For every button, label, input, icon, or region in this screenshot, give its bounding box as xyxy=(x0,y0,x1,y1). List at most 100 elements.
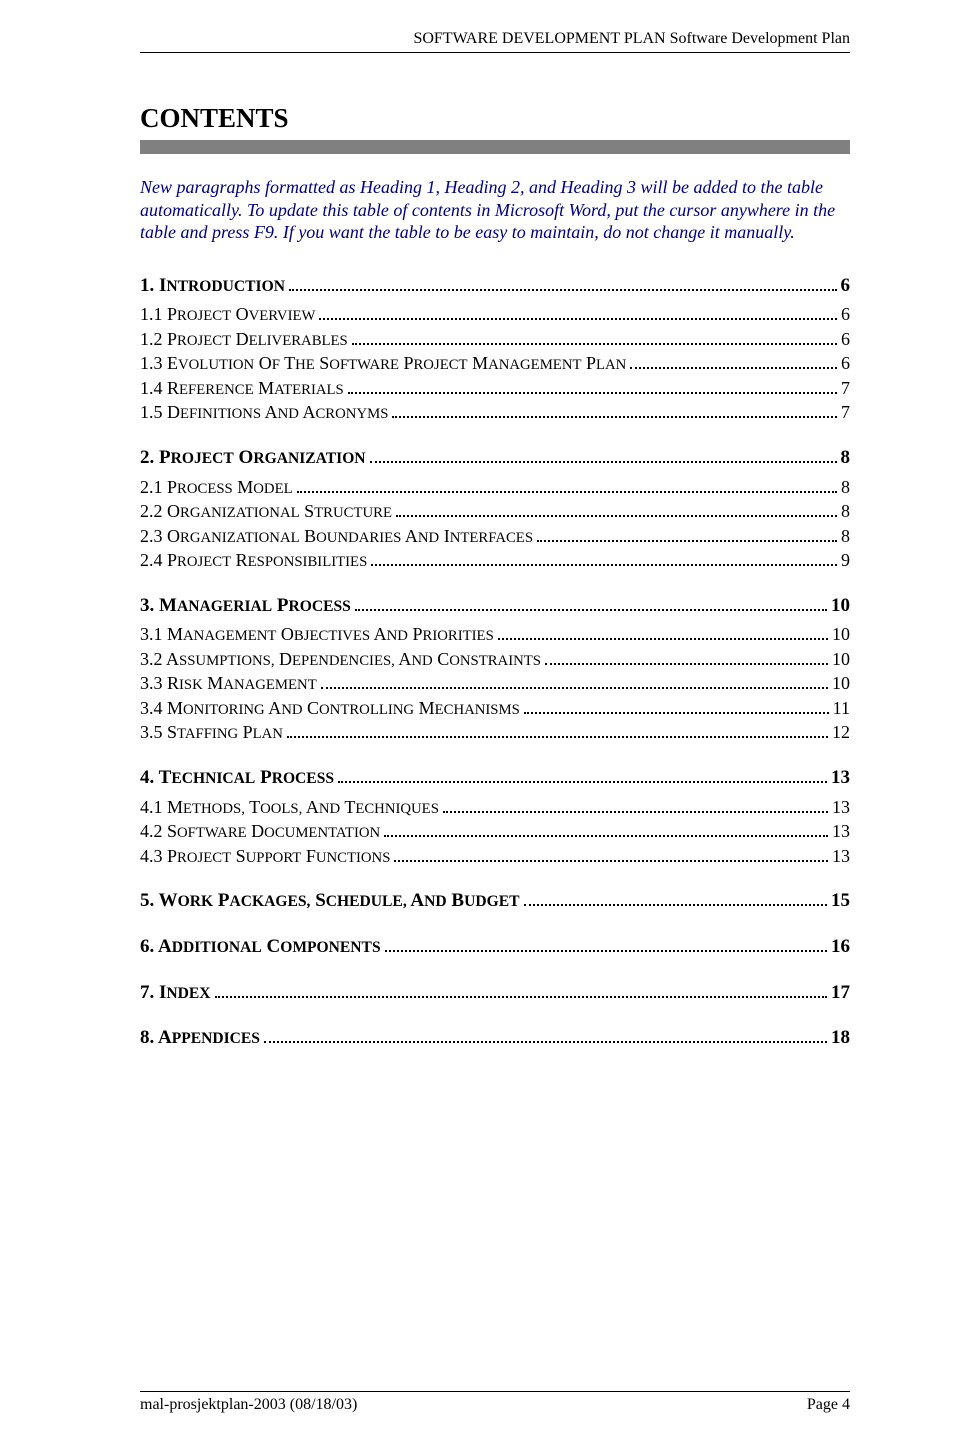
toc-leader-dots xyxy=(338,772,827,782)
toc-entry[interactable]: 1.4 Reference Materials 7 xyxy=(140,377,850,400)
toc-entry-label: 4.2 Software Documentation xyxy=(140,820,380,843)
footer-left: mal-prosjektplan-2003 (08/18/03) xyxy=(140,1396,357,1414)
toc-section-head[interactable]: 1. Introduction 6 xyxy=(140,274,850,298)
toc-entry-label: 3.5 Staffing Plan xyxy=(140,721,283,744)
title-bar xyxy=(140,140,850,154)
toc-head-label: 8. Appendices xyxy=(140,1026,260,1050)
toc-entry[interactable]: 1.5 Definitions And Acronyms 7 xyxy=(140,401,850,424)
toc-leader-dots xyxy=(287,728,828,738)
toc-head-page: 8 xyxy=(841,446,851,470)
toc-leader-dots xyxy=(443,803,828,813)
toc-section-head[interactable]: 8. Appendices 18 xyxy=(140,1026,850,1050)
toc-entry-label: 3.1 Management Objectives And Priorities xyxy=(140,623,494,646)
toc-leader-dots xyxy=(297,483,837,493)
toc-entry-page: 8 xyxy=(841,500,850,523)
toc-entry-page: 7 xyxy=(841,377,850,400)
toc-section-head[interactable]: 2. Project Organization 8 xyxy=(140,446,850,470)
page-title: CONTENTS xyxy=(140,103,850,134)
toc-entry-page: 12 xyxy=(832,721,850,744)
toc-entry[interactable]: 4.2 Software Documentation 13 xyxy=(140,820,850,843)
toc-entry-page: 10 xyxy=(832,623,850,646)
toc-leader-dots xyxy=(319,310,837,320)
toc-head-page: 10 xyxy=(831,594,850,618)
toc-head-label: 7. Index xyxy=(140,981,211,1005)
toc-entry[interactable]: 1.1 Project Overview 6 xyxy=(140,303,850,326)
toc-entry-label: 1.2 Project Deliverables xyxy=(140,328,348,351)
toc-leader-dots xyxy=(384,827,828,837)
toc-entry-page: 6 xyxy=(841,352,850,375)
toc-entry[interactable]: 4.3 Project Support Functions 13 xyxy=(140,845,850,868)
toc-entry[interactable]: 2.3 Organizational Boundaries And Interf… xyxy=(140,525,850,548)
toc-entry-page: 10 xyxy=(832,648,850,671)
toc-head-page: 18 xyxy=(831,1026,850,1050)
toc-entry-label: 1.3 Evolution Of The Software Project Ma… xyxy=(140,352,626,375)
toc-section-head[interactable]: 3. Managerial Process 10 xyxy=(140,594,850,618)
page: SOFTWARE DEVELOPMENT PLAN Software Devel… xyxy=(0,0,960,1454)
toc-leader-dots xyxy=(392,408,837,418)
footer-rule xyxy=(140,1391,850,1392)
toc-entry-page: 7 xyxy=(841,401,850,424)
toc-head-label: 3. Managerial Process xyxy=(140,594,351,618)
toc-leader-dots xyxy=(524,896,827,906)
toc-leader-dots xyxy=(630,359,837,369)
toc-section-head[interactable]: 6. Additional Components 16 xyxy=(140,935,850,959)
toc-entry[interactable]: 2.4 Project Responsibilities 9 xyxy=(140,549,850,572)
toc-entry[interactable]: 3.5 Staffing Plan 12 xyxy=(140,721,850,744)
toc-entry-page: 8 xyxy=(841,476,850,499)
toc-leader-dots xyxy=(537,532,837,542)
toc-leader-dots xyxy=(394,852,828,862)
toc-leader-dots xyxy=(385,941,827,951)
toc-leader-dots xyxy=(396,507,837,517)
toc-leader-dots xyxy=(215,987,827,997)
toc-section-head[interactable]: 4. Technical Process 13 xyxy=(140,766,850,790)
toc-head-label: 2. Project Organization xyxy=(140,446,366,470)
toc-head-page: 13 xyxy=(831,766,850,790)
toc-head-label: 6. Additional Components xyxy=(140,935,381,959)
toc-entry-page: 13 xyxy=(832,845,850,868)
toc-leader-dots xyxy=(370,452,837,462)
toc-entry-label: 2.2 Organizational Structure xyxy=(140,500,392,523)
toc-head-page: 16 xyxy=(831,935,850,959)
table-of-contents: 1. Introduction 61.1 Project Overview 61… xyxy=(140,274,850,1057)
toc-leader-dots xyxy=(545,655,828,665)
toc-entry-label: 3.4 Monitoring And Controlling Mechanism… xyxy=(140,697,520,720)
toc-entry-label: 1.4 Reference Materials xyxy=(140,377,344,400)
footer-row: mal-prosjektplan-2003 (08/18/03) Page 4 xyxy=(140,1396,850,1414)
toc-entry-label: 2.3 Organizational Boundaries And Interf… xyxy=(140,525,533,548)
toc-entry-page: 8 xyxy=(841,525,850,548)
toc-entry-page: 9 xyxy=(841,549,850,572)
header-rule xyxy=(140,52,850,53)
toc-entry[interactable]: 2.2 Organizational Structure 8 xyxy=(140,500,850,523)
toc-entry-page: 6 xyxy=(841,328,850,351)
intro-paragraph: New paragraphs formatted as Heading 1, H… xyxy=(140,176,850,244)
toc-entry-label: 1.1 Project Overview xyxy=(140,303,315,326)
toc-leader-dots xyxy=(289,280,837,290)
toc-section-head[interactable]: 5. Work Packages, Schedule, And Budget 1… xyxy=(140,889,850,913)
toc-entry[interactable]: 3.4 Monitoring And Controlling Mechanism… xyxy=(140,697,850,720)
footer-right: Page 4 xyxy=(807,1396,850,1414)
toc-entry-label: 3.2 Assumptions, Dependencies, And Const… xyxy=(140,648,541,671)
toc-entry[interactable]: 1.3 Evolution Of The Software Project Ma… xyxy=(140,352,850,375)
toc-leader-dots xyxy=(355,600,827,610)
toc-entry-page: 13 xyxy=(832,820,850,843)
toc-entry-label: 2.4 Project Responsibilities xyxy=(140,549,367,572)
toc-entry[interactable]: 2.1 Process Model 8 xyxy=(140,476,850,499)
toc-entry-label: 2.1 Process Model xyxy=(140,476,293,499)
toc-entry[interactable]: 3.2 Assumptions, Dependencies, And Const… xyxy=(140,648,850,671)
toc-leader-dots xyxy=(498,630,828,640)
toc-entry-label: 1.5 Definitions And Acronyms xyxy=(140,401,388,424)
toc-head-page: 15 xyxy=(831,889,850,913)
toc-entry[interactable]: 1.2 Project Deliverables 6 xyxy=(140,328,850,351)
toc-section-head[interactable]: 7. Index 17 xyxy=(140,981,850,1005)
toc-head-page: 17 xyxy=(831,981,850,1005)
toc-entry[interactable]: 4.1 Methods, Tools, And Techniques 13 xyxy=(140,796,850,819)
toc-leader-dots xyxy=(264,1033,827,1043)
toc-entry-page: 6 xyxy=(841,303,850,326)
toc-head-page: 6 xyxy=(841,274,851,298)
toc-leader-dots xyxy=(352,335,837,345)
toc-head-label: 5. Work Packages, Schedule, And Budget xyxy=(140,889,520,913)
toc-entry[interactable]: 3.1 Management Objectives And Priorities… xyxy=(140,623,850,646)
toc-entry[interactable]: 3.3 Risk Management 10 xyxy=(140,672,850,695)
toc-entry-page: 10 xyxy=(832,672,850,695)
running-header: SOFTWARE DEVELOPMENT PLAN Software Devel… xyxy=(140,30,850,48)
